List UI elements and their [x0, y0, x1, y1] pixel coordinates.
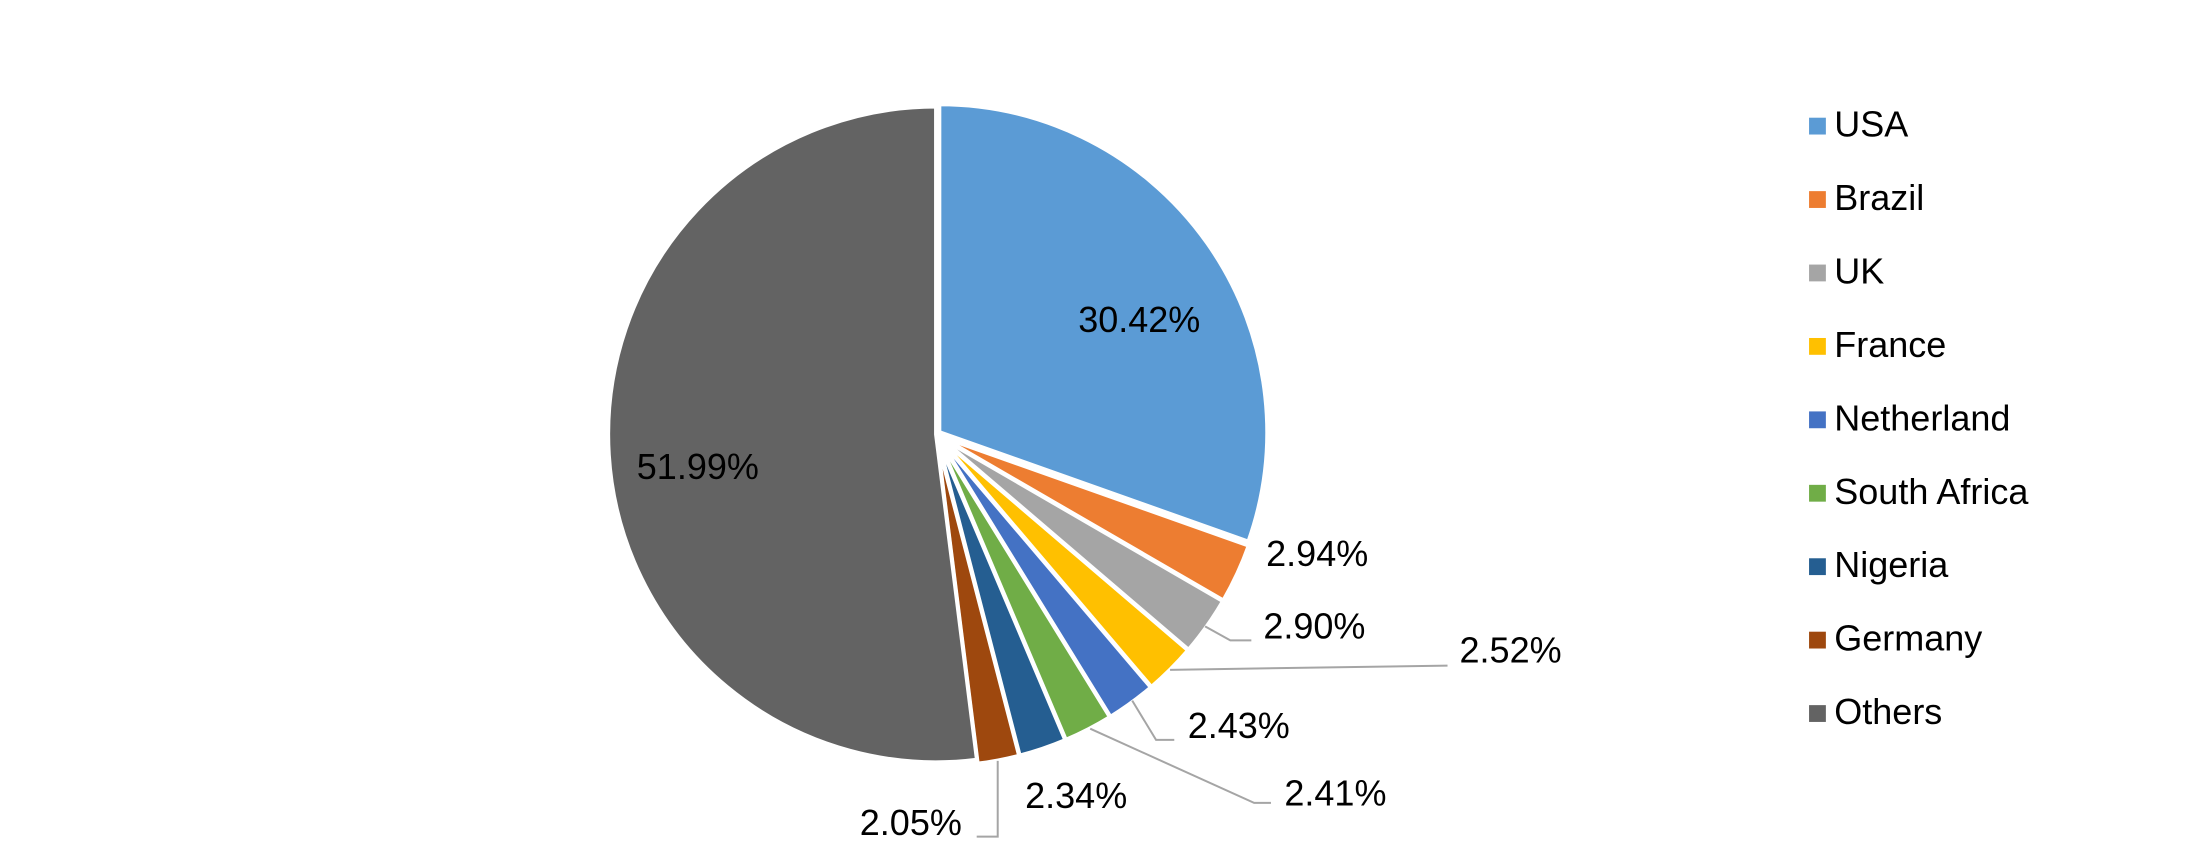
- legend-swatch: [1809, 191, 1826, 208]
- legend-label: Netherland: [1834, 397, 2010, 438]
- data-label: 2.34%: [1025, 775, 1127, 816]
- legend-swatch: [1809, 264, 1826, 282]
- pie-slice: [934, 437, 1022, 766]
- leader-line: [1170, 664, 1448, 671]
- leader-line: [1089, 727, 1271, 804]
- leader-line: [1204, 625, 1252, 642]
- legend-label: USA: [1834, 104, 1908, 145]
- legend-swatch: [1809, 484, 1826, 502]
- data-label: 2.43%: [1188, 705, 1290, 746]
- legend-label: UK: [1834, 250, 1884, 291]
- legend-label: Germany: [1834, 618, 1982, 659]
- leader-line: [976, 760, 999, 838]
- data-label: 30.42%: [1078, 299, 1200, 340]
- legend-label: South Africa: [1834, 471, 2029, 512]
- legend-swatch: [1809, 337, 1826, 355]
- data-label: 2.05%: [860, 802, 962, 843]
- legend-label: Brazil: [1834, 177, 1924, 218]
- legend-swatch: [1809, 705, 1826, 722]
- legend-swatch: [1809, 117, 1826, 135]
- leader-line: [1131, 700, 1175, 741]
- data-label: 51.99%: [637, 446, 759, 487]
- legend-label: Others: [1834, 691, 1942, 732]
- legend-swatch: [1809, 411, 1826, 429]
- legend-label: Nigeria: [1834, 544, 1949, 585]
- legend-swatch: [1809, 631, 1826, 649]
- data-label: 2.90%: [1263, 606, 1365, 647]
- pie-slice: [606, 104, 980, 765]
- data-label: 2.41%: [1284, 772, 1386, 813]
- legend-label: France: [1834, 324, 1946, 365]
- data-label: 2.52%: [1460, 630, 1562, 671]
- data-label: 2.94%: [1266, 533, 1368, 574]
- legend-swatch: [1809, 558, 1826, 576]
- pie-slice: [937, 102, 1270, 545]
